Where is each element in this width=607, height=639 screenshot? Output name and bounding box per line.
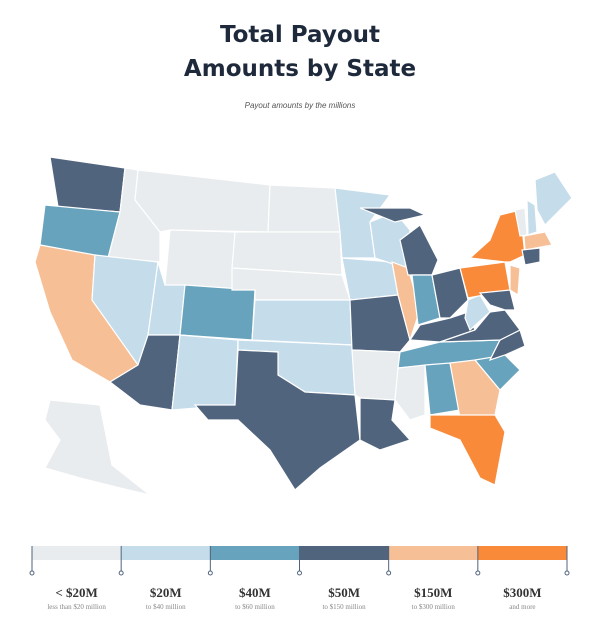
legend-tick-dot xyxy=(386,570,392,576)
legend-tick-dot xyxy=(564,570,570,576)
state xyxy=(509,264,521,297)
state xyxy=(431,267,469,319)
title-line: Amounts by State xyxy=(184,56,416,82)
state xyxy=(49,156,126,213)
legend-sublabel: to $300 million xyxy=(412,603,456,611)
legend-tick-dot xyxy=(118,570,124,576)
legend-label: $150M xyxy=(414,585,452,600)
subtitle: Payout amounts by the millions xyxy=(245,101,356,110)
state xyxy=(534,171,573,226)
state xyxy=(359,207,427,223)
state xyxy=(341,257,399,301)
legend-label: $40M xyxy=(239,585,271,600)
legend-tick-dot xyxy=(297,570,302,576)
state xyxy=(429,414,506,486)
legend: < $20M less than $20 million $20M to $40 mi… xyxy=(29,546,570,611)
state xyxy=(523,231,553,251)
state xyxy=(134,169,271,233)
legend-sublabel: to $40 million xyxy=(146,603,186,611)
state xyxy=(394,364,426,421)
legend-sublabel: to $60 million xyxy=(235,603,275,611)
state xyxy=(349,294,411,353)
state xyxy=(164,229,236,291)
legend-label: $300M xyxy=(503,585,541,600)
legend-swatch xyxy=(121,546,211,560)
state xyxy=(179,284,256,341)
legend-tick-dot xyxy=(475,570,481,576)
legend-swatch xyxy=(299,546,389,560)
state xyxy=(251,299,353,346)
state xyxy=(478,289,516,311)
state xyxy=(351,349,401,401)
legend-swatch xyxy=(32,546,122,560)
state xyxy=(449,359,501,419)
state xyxy=(171,334,239,411)
legend-swatch xyxy=(388,546,478,560)
legend-sublabel: and more xyxy=(509,603,535,611)
state xyxy=(488,329,526,362)
legend-tick-dot xyxy=(29,570,35,576)
state xyxy=(44,399,151,496)
legend-label: $50M xyxy=(328,585,360,600)
state xyxy=(526,198,538,236)
state xyxy=(391,261,421,343)
state xyxy=(193,349,361,491)
title-line: Total Payout xyxy=(220,22,380,48)
legend-swatch xyxy=(477,546,567,560)
legend-sublabel: less than $20 million xyxy=(47,603,106,611)
legend-tick-dot xyxy=(207,570,213,576)
legend-sublabel: to $150 million xyxy=(322,603,366,611)
legend-label: < $20M xyxy=(55,585,97,600)
legend-swatch xyxy=(210,546,300,560)
state xyxy=(521,247,541,266)
state xyxy=(399,224,439,276)
legend-label: $20M xyxy=(150,585,182,600)
states xyxy=(34,156,573,496)
state xyxy=(267,184,341,233)
